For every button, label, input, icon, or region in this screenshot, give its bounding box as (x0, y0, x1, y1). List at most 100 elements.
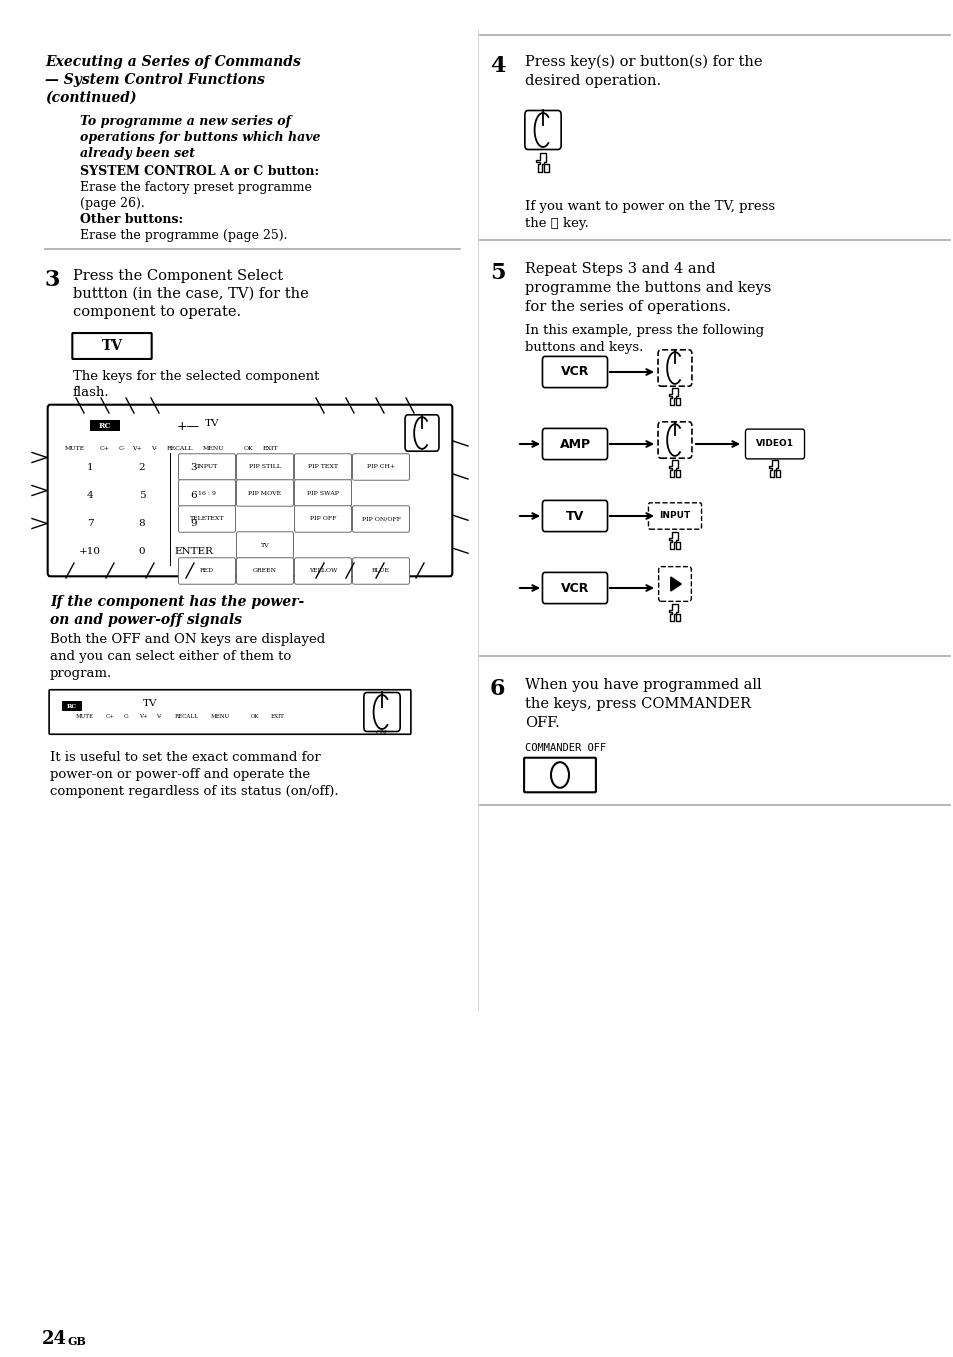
FancyBboxPatch shape (90, 421, 120, 432)
FancyBboxPatch shape (236, 453, 294, 480)
Polygon shape (668, 388, 679, 404)
Polygon shape (536, 153, 548, 172)
Text: MUTE: MUTE (76, 714, 94, 719)
Polygon shape (768, 460, 780, 478)
FancyBboxPatch shape (524, 110, 560, 149)
FancyBboxPatch shape (178, 506, 235, 532)
FancyBboxPatch shape (236, 480, 294, 506)
Text: the ⏻ key.: the ⏻ key. (524, 217, 588, 229)
Text: 0: 0 (138, 547, 145, 556)
Text: In this example, press the following: In this example, press the following (524, 324, 763, 337)
Text: VIDEO1: VIDEO1 (755, 440, 793, 449)
Text: GB: GB (68, 1337, 87, 1348)
Text: OFF.: OFF. (524, 716, 559, 730)
Text: 16 : 9: 16 : 9 (198, 490, 215, 495)
Text: +—: +— (176, 419, 199, 433)
Text: Other buttons:: Other buttons: (80, 213, 183, 227)
FancyBboxPatch shape (294, 506, 351, 532)
Text: 2: 2 (138, 463, 145, 472)
FancyBboxPatch shape (744, 429, 803, 459)
Text: TV: TV (565, 509, 583, 522)
Text: ENTER: ENTER (174, 547, 213, 556)
Text: buttton (in the case, TV) for the: buttton (in the case, TV) for the (73, 286, 309, 301)
FancyBboxPatch shape (542, 357, 607, 388)
Text: OK: OK (251, 714, 259, 719)
Text: TV: TV (143, 699, 157, 708)
FancyBboxPatch shape (178, 453, 235, 480)
Text: RECALL: RECALL (167, 446, 193, 451)
FancyBboxPatch shape (405, 415, 438, 451)
Text: EXIT: EXIT (263, 446, 278, 451)
Text: PIP CH+: PIP CH+ (367, 464, 395, 470)
Text: programme the buttons and keys: programme the buttons and keys (524, 281, 771, 294)
Text: 4: 4 (87, 491, 93, 499)
Text: MENU: MENU (211, 714, 230, 719)
Text: for the series of operations.: for the series of operations. (524, 300, 730, 313)
Text: TELETEXT: TELETEXT (190, 517, 224, 521)
Text: flash.: flash. (73, 385, 110, 399)
FancyBboxPatch shape (542, 573, 607, 604)
Text: 8: 8 (138, 518, 145, 528)
Text: already been set: already been set (80, 147, 194, 160)
Polygon shape (670, 577, 680, 592)
Text: PIP MOVE: PIP MOVE (248, 490, 281, 495)
Text: To programme a new series of: To programme a new series of (80, 115, 291, 128)
FancyBboxPatch shape (294, 558, 351, 585)
Text: YELLOW: YELLOW (309, 569, 336, 574)
Text: 24: 24 (42, 1330, 67, 1348)
FancyBboxPatch shape (352, 506, 409, 532)
Text: MUTE: MUTE (65, 446, 85, 451)
Text: operations for buttons which have: operations for buttons which have (80, 132, 320, 144)
FancyBboxPatch shape (48, 404, 452, 577)
Text: PIP STILL: PIP STILL (249, 464, 281, 470)
Text: 7: 7 (87, 518, 93, 528)
FancyBboxPatch shape (236, 532, 294, 558)
Text: 1: 1 (87, 463, 93, 472)
Text: C+: C+ (106, 714, 114, 719)
Polygon shape (668, 604, 679, 622)
Text: MENU: MENU (202, 446, 224, 451)
Text: C+: C+ (100, 446, 110, 451)
Text: TV: TV (260, 543, 269, 547)
Text: component to operate.: component to operate. (73, 305, 241, 319)
Text: GREEN: GREEN (253, 569, 276, 574)
Text: PIP TEXT: PIP TEXT (308, 464, 337, 470)
Text: Repeat Steps 3 and 4 and: Repeat Steps 3 and 4 and (524, 262, 715, 275)
FancyBboxPatch shape (363, 692, 399, 731)
Text: 4: 4 (490, 56, 505, 77)
Text: +10: +10 (79, 547, 101, 556)
FancyBboxPatch shape (72, 332, 152, 360)
Text: If the component has the power-: If the component has the power- (50, 594, 304, 609)
Text: and you can select either of them to: and you can select either of them to (50, 650, 291, 664)
FancyBboxPatch shape (236, 558, 294, 585)
FancyBboxPatch shape (542, 429, 607, 460)
Text: OK: OK (243, 446, 253, 451)
Text: RC: RC (67, 703, 77, 708)
Text: INPUT: INPUT (196, 464, 217, 470)
Text: COMMANDER OFF: COMMANDER OFF (524, 744, 605, 753)
Polygon shape (668, 532, 679, 550)
Text: RC: RC (99, 422, 112, 430)
Polygon shape (668, 460, 679, 478)
Text: VCR: VCR (560, 582, 589, 594)
FancyBboxPatch shape (294, 453, 351, 480)
Text: — System Control Functions: — System Control Functions (45, 73, 265, 87)
FancyBboxPatch shape (658, 350, 691, 387)
FancyBboxPatch shape (523, 757, 596, 792)
Text: Press key(s) or button(s) for the: Press key(s) or button(s) for the (524, 56, 761, 69)
Text: V-: V- (151, 446, 157, 451)
Text: TV: TV (205, 419, 219, 427)
Text: RED: RED (200, 569, 213, 574)
Text: RECALL: RECALL (175, 714, 199, 719)
Text: (continued): (continued) (45, 91, 136, 104)
FancyBboxPatch shape (352, 558, 409, 585)
Text: If you want to power on the TV, press: If you want to power on the TV, press (524, 199, 774, 213)
Text: C-: C- (118, 446, 125, 451)
Text: PIP ON/OFF: PIP ON/OFF (361, 517, 400, 521)
Text: PIP SWAP: PIP SWAP (307, 490, 338, 495)
Text: Erase the factory preset programme: Erase the factory preset programme (80, 180, 312, 194)
Text: V+: V+ (138, 714, 147, 719)
Text: 5: 5 (490, 262, 505, 284)
Text: PIP OFF: PIP OFF (310, 517, 335, 521)
Text: TV: TV (101, 339, 122, 353)
